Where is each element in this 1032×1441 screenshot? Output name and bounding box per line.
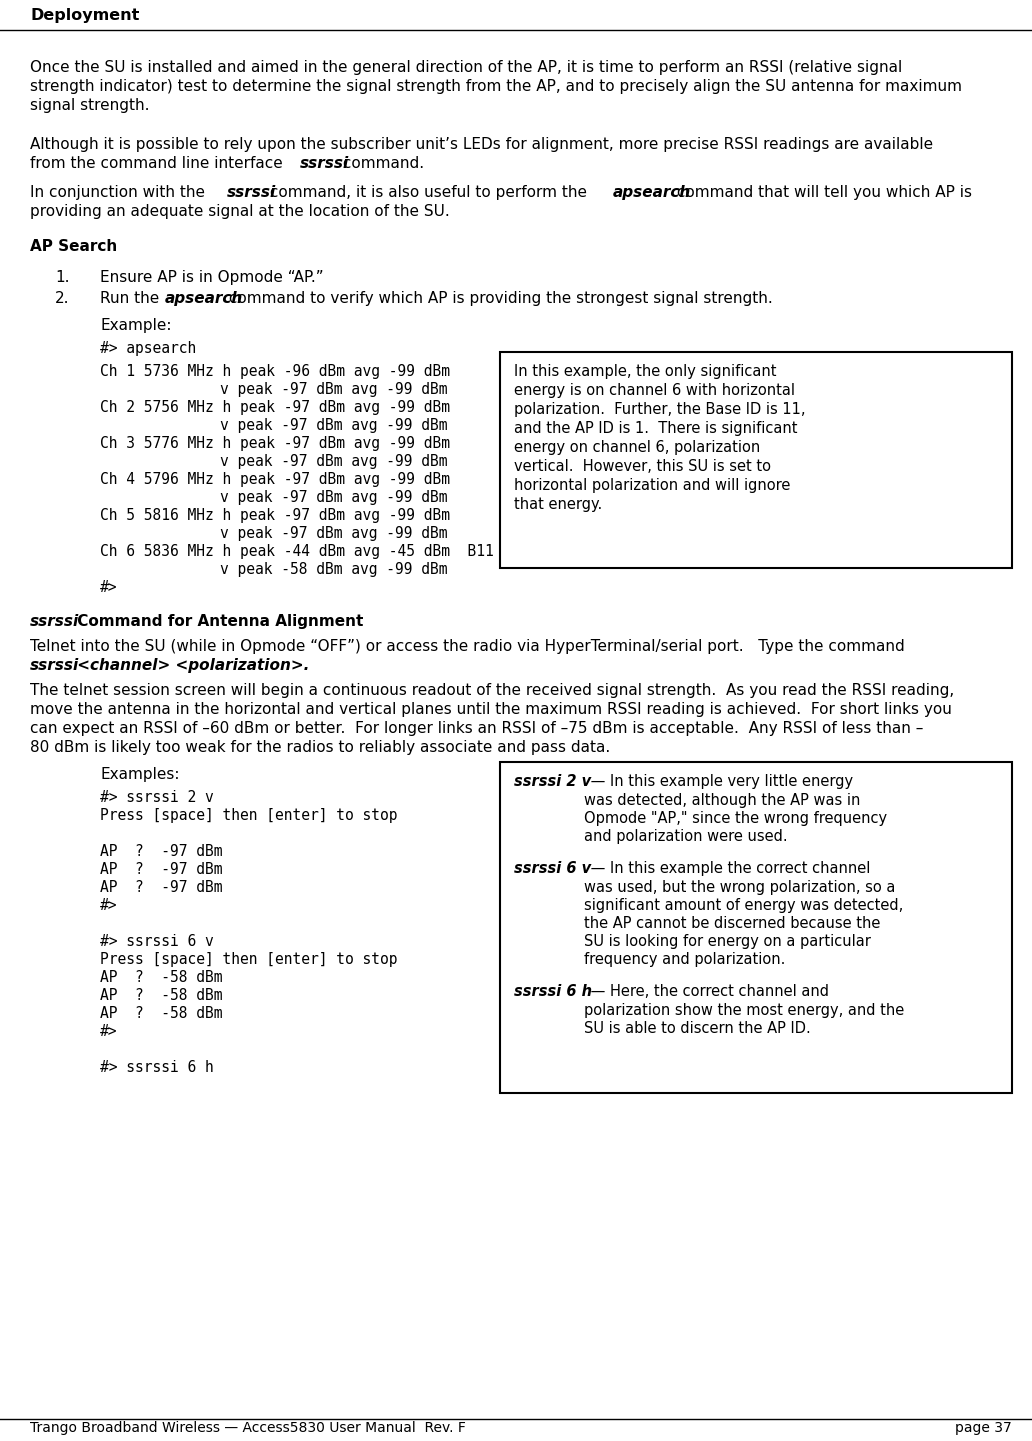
Text: Press [space] then [enter] to stop: Press [space] then [enter] to stop (100, 953, 397, 967)
Text: polarization show the most energy, and the: polarization show the most energy, and t… (584, 1003, 904, 1017)
Text: ssrssi: ssrssi (227, 184, 277, 200)
Text: Ch 6 5836 MHz h peak -44 dBm avg -45 dBm  B11 A 1  peak -44 dBm avg -45 dBm rx 1: Ch 6 5836 MHz h peak -44 dBm avg -45 dBm… (100, 545, 870, 559)
Text: v peak -97 dBm avg -99 dBm: v peak -97 dBm avg -99 dBm (150, 382, 448, 398)
Text: #> ssrssi 6 h: #> ssrssi 6 h (100, 1061, 214, 1075)
Text: was used, but the wrong polarization, so a: was used, but the wrong polarization, so… (584, 880, 896, 895)
Text: ssrssi: ssrssi (300, 156, 349, 171)
Text: and polarization were used.: and polarization were used. (584, 829, 787, 844)
Text: vertical.  However, this SU is set to: vertical. However, this SU is set to (514, 460, 771, 474)
Text: Opmode "AP," since the wrong frequency: Opmode "AP," since the wrong frequency (584, 811, 888, 826)
Text: command to verify which AP is providing the strongest signal strength.: command to verify which AP is providing … (224, 291, 773, 305)
Text: The telnet session screen will begin a continuous readout of the received signal: The telnet session screen will begin a c… (30, 683, 955, 697)
Text: Deployment: Deployment (30, 9, 139, 23)
Text: command.: command. (338, 156, 424, 171)
Text: AP  ?  -97 dBm: AP ? -97 dBm (100, 844, 223, 859)
Text: AP  ?  -97 dBm: AP ? -97 dBm (100, 880, 223, 895)
Text: SU is looking for energy on a particular: SU is looking for energy on a particular (584, 934, 871, 950)
Text: energy is on channel 6 with horizontal: energy is on channel 6 with horizontal (514, 383, 795, 398)
Text: Once the SU is installed and aimed in the general direction of the AP, it is tim: Once the SU is installed and aimed in th… (30, 61, 902, 75)
Text: #> ssrssi 6 v: #> ssrssi 6 v (100, 934, 214, 950)
Text: — In this example very little energy: — In this example very little energy (586, 774, 853, 790)
Text: v peak -97 dBm avg -99 dBm: v peak -97 dBm avg -99 dBm (150, 526, 448, 540)
Text: significant amount of energy was detected,: significant amount of energy was detecte… (584, 898, 903, 914)
Text: AP  ?  -97 dBm: AP ? -97 dBm (100, 862, 223, 878)
Text: Command for Antenna Alignment: Command for Antenna Alignment (72, 614, 363, 630)
Text: Ch 1 5736 MHz h peak -96 dBm avg -99 dBm: Ch 1 5736 MHz h peak -96 dBm avg -99 dBm (100, 365, 450, 379)
Text: Ch 5 5816 MHz h peak -97 dBm avg -99 dBm: Ch 5 5816 MHz h peak -97 dBm avg -99 dBm (100, 509, 450, 523)
Text: 2.: 2. (55, 291, 69, 305)
Text: SU is able to discern the AP ID.: SU is able to discern the AP ID. (584, 1022, 811, 1036)
Text: Although it is possible to rely upon the subscriber unit’s LEDs for alignment, m: Although it is possible to rely upon the… (30, 137, 933, 151)
Text: ssrssi: ssrssi (30, 659, 79, 673)
Text: strength indicator) test to determine the signal strength from the AP, and to pr: strength indicator) test to determine th… (30, 79, 962, 94)
Text: Ensure AP is in Opmode “AP.”: Ensure AP is in Opmode “AP.” (100, 269, 324, 285)
Text: <channel> <polarization>.: <channel> <polarization>. (72, 659, 310, 673)
Text: can expect an RSSI of –60 dBm or better.  For longer links an RSSI of –75 dBm is: can expect an RSSI of –60 dBm or better.… (30, 720, 924, 736)
Text: #>: #> (100, 1025, 118, 1039)
Text: move the antenna in the horizontal and vertical planes until the maximum RSSI re: move the antenna in the horizontal and v… (30, 702, 952, 718)
Text: Run the: Run the (100, 291, 164, 305)
Text: v peak -97 dBm avg -99 dBm: v peak -97 dBm avg -99 dBm (150, 454, 448, 468)
Text: AP  ?  -58 dBm: AP ? -58 dBm (100, 970, 223, 986)
Text: Trango Broadband Wireless — Access5830 User Manual  Rev. F: Trango Broadband Wireless — Access5830 U… (30, 1421, 465, 1435)
Text: v peak -58 dBm avg -99 dBm: v peak -58 dBm avg -99 dBm (150, 562, 448, 576)
Text: v peak -97 dBm avg -99 dBm: v peak -97 dBm avg -99 dBm (150, 418, 448, 432)
Text: ssrssi 6 h: ssrssi 6 h (514, 984, 592, 999)
Text: — In this example the correct channel: — In this example the correct channel (586, 862, 870, 876)
Text: In conjunction with the: In conjunction with the (30, 184, 209, 200)
Text: #> apsearch: #> apsearch (100, 342, 196, 356)
Text: AP  ?  -58 dBm: AP ? -58 dBm (100, 989, 223, 1003)
Text: ssrssi 6 v: ssrssi 6 v (514, 862, 591, 876)
Text: polarization.  Further, the Base ID is 11,: polarization. Further, the Base ID is 11… (514, 402, 806, 416)
Bar (499, 352, 1012, 568)
Text: and the AP ID is 1.  There is significant: and the AP ID is 1. There is significant (514, 421, 798, 437)
Text: providing an adequate signal at the location of the SU.: providing an adequate signal at the loca… (30, 205, 450, 219)
Text: AP Search: AP Search (30, 239, 118, 254)
Text: Ch 3 5776 MHz h peak -97 dBm avg -99 dBm: Ch 3 5776 MHz h peak -97 dBm avg -99 dBm (100, 437, 450, 451)
Text: horizontal polarization and will ignore: horizontal polarization and will ignore (514, 478, 791, 493)
Text: #> ssrssi 2 v: #> ssrssi 2 v (100, 790, 214, 806)
Text: the AP cannot be discerned because the: the AP cannot be discerned because the (584, 916, 880, 931)
Text: energy on channel 6, polarization: energy on channel 6, polarization (514, 440, 761, 455)
Text: apsearch: apsearch (165, 291, 244, 305)
Text: from the command line interface: from the command line interface (30, 156, 288, 171)
Text: #>: #> (100, 579, 118, 595)
Text: In this example, the only significant: In this example, the only significant (514, 365, 776, 379)
Bar (499, 762, 1012, 1094)
Text: that energy.: that energy. (514, 497, 603, 512)
Text: Example:: Example: (100, 318, 171, 333)
Text: signal strength.: signal strength. (30, 98, 150, 112)
Text: ssrssi 2 v: ssrssi 2 v (514, 774, 591, 790)
Text: command that will tell you which AP is: command that will tell you which AP is (672, 184, 972, 200)
Text: — Here, the correct channel and: — Here, the correct channel and (586, 984, 829, 999)
Text: v peak -97 dBm avg -99 dBm: v peak -97 dBm avg -99 dBm (150, 490, 448, 504)
Text: Examples:: Examples: (100, 767, 180, 782)
Text: frequency and polarization.: frequency and polarization. (584, 953, 785, 967)
Text: was detected, although the AP was in: was detected, although the AP was in (584, 793, 861, 808)
Text: #>: #> (100, 898, 118, 914)
Text: page 37: page 37 (956, 1421, 1012, 1435)
Text: 1.: 1. (55, 269, 69, 285)
Text: Ch 2 5756 MHz h peak -97 dBm avg -99 dBm: Ch 2 5756 MHz h peak -97 dBm avg -99 dBm (100, 401, 450, 415)
Text: Telnet into the SU (while in Opmode “OFF”) or access the radio via HyperTerminal: Telnet into the SU (while in Opmode “OFF… (30, 638, 905, 654)
Text: command, it is also useful to perform the: command, it is also useful to perform th… (265, 184, 592, 200)
Text: ssrssi: ssrssi (30, 614, 79, 630)
Text: 80 dBm is likely too weak for the radios to reliably associate and pass data.: 80 dBm is likely too weak for the radios… (30, 741, 610, 755)
Text: Ch 4 5796 MHz h peak -97 dBm avg -99 dBm: Ch 4 5796 MHz h peak -97 dBm avg -99 dBm (100, 473, 450, 487)
Text: Press [space] then [enter] to stop: Press [space] then [enter] to stop (100, 808, 397, 823)
Text: AP  ?  -58 dBm: AP ? -58 dBm (100, 1006, 223, 1022)
Text: apsearch: apsearch (613, 184, 691, 200)
